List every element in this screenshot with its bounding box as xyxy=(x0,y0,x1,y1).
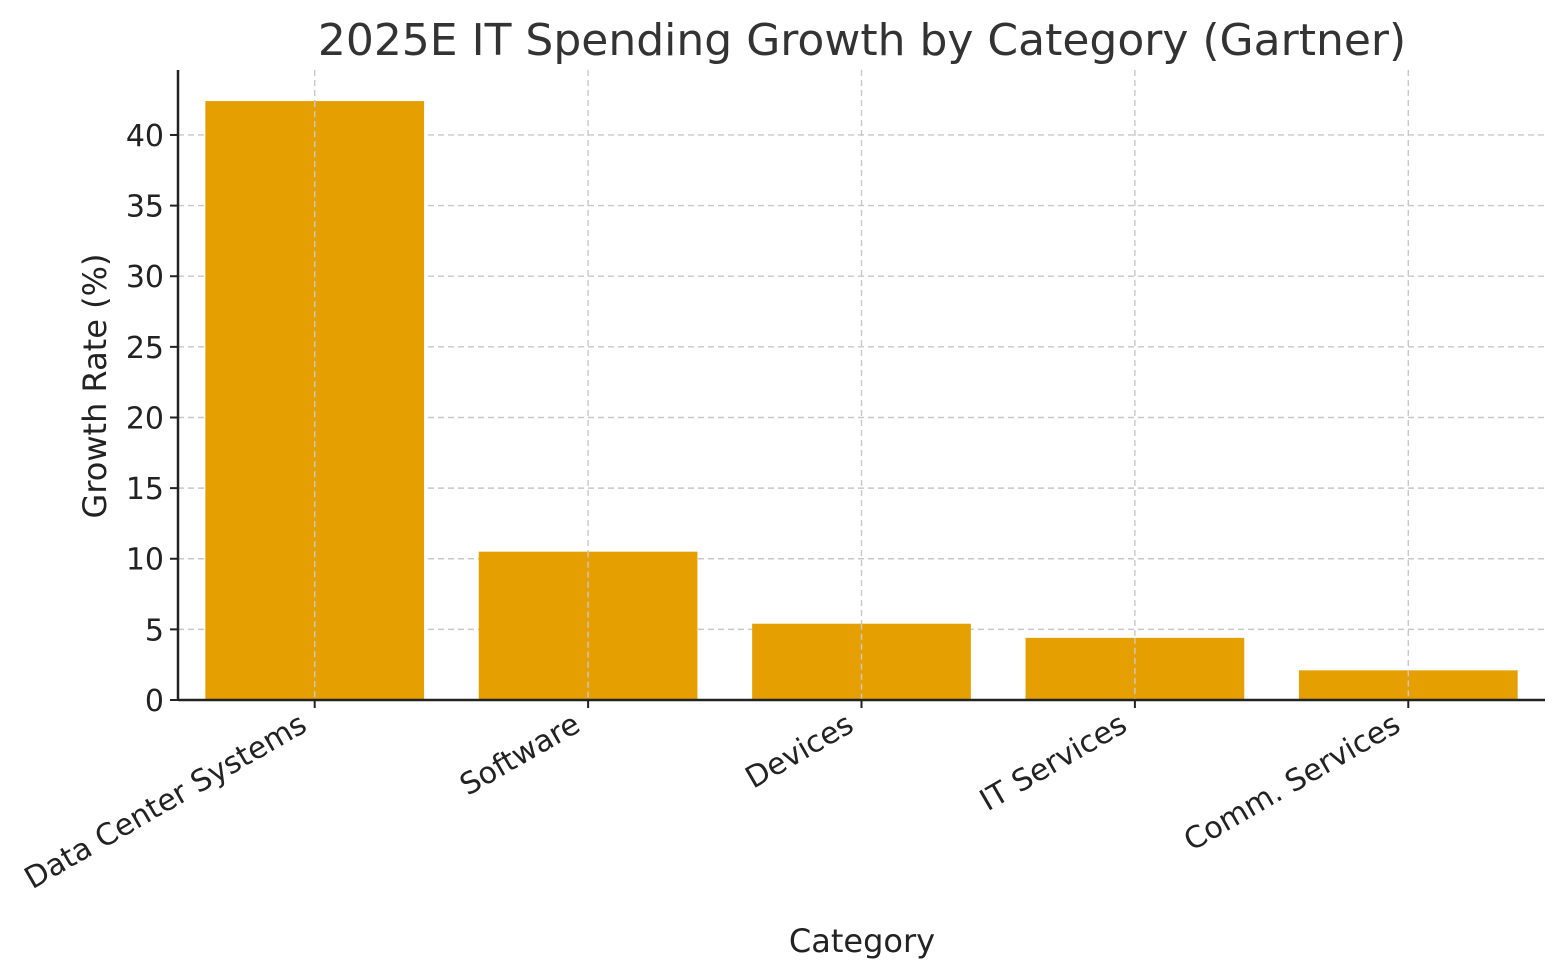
y-tick-label: 5 xyxy=(145,613,164,648)
x-tick-label: Software xyxy=(454,707,586,803)
x-tick-label: Data Center Systems xyxy=(19,707,313,897)
y-tick-label: 40 xyxy=(126,119,164,154)
x-axis-label: Category xyxy=(789,922,935,960)
x-tick-label: Comm. Services xyxy=(1178,707,1406,859)
y-tick-label: 25 xyxy=(126,331,164,366)
y-axis-label: Growth Rate (%) xyxy=(76,254,114,519)
y-tick-label: 30 xyxy=(126,260,164,295)
chart-title: 2025E IT Spending Growth by Category (Ga… xyxy=(318,15,1406,66)
bar xyxy=(205,101,425,700)
y-tick-label: 0 xyxy=(145,684,164,719)
y-tick-label: 10 xyxy=(126,543,164,578)
x-tick-label: Devices xyxy=(740,707,860,796)
x-tick-label: IT Services xyxy=(974,707,1133,819)
y-tick-label: 15 xyxy=(126,472,164,507)
y-tick-label: 35 xyxy=(126,190,164,225)
y-tick-label: 20 xyxy=(126,401,164,436)
